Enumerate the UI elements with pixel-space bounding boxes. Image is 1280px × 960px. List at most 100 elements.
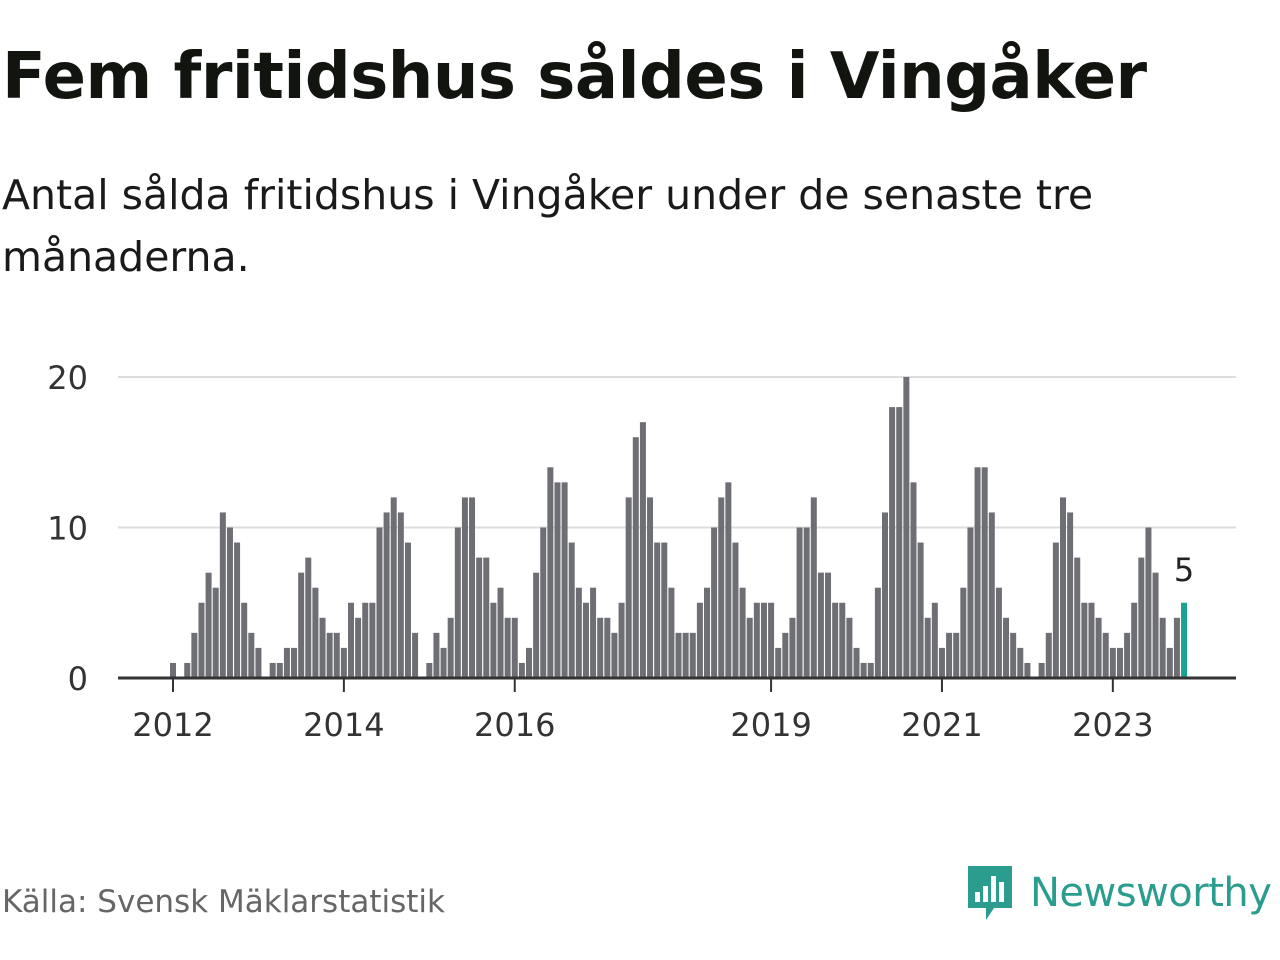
bar (696, 602, 703, 678)
bar (255, 647, 262, 678)
bar-chart: 0 10 20 2012 2014 2016 2019 2021 2023 5 (47, 359, 1236, 744)
bar (226, 527, 233, 678)
bar (1138, 557, 1145, 678)
bar (1152, 572, 1159, 678)
bar (426, 662, 433, 678)
bar (390, 497, 397, 678)
bar (839, 602, 846, 678)
bar (333, 632, 340, 678)
x-tick-label: 2019 (730, 706, 811, 744)
bar (946, 632, 953, 678)
bar (1131, 602, 1138, 678)
bar (298, 572, 305, 678)
bar-chart-speech-bubble-icon (968, 866, 1012, 920)
bar (1088, 602, 1095, 678)
bar (248, 632, 255, 678)
bar (582, 602, 589, 678)
x-tick-label: 2021 (901, 706, 982, 744)
bar (825, 572, 832, 678)
bar (269, 662, 276, 678)
bar (205, 572, 212, 678)
bar (618, 602, 625, 678)
bar (775, 647, 782, 678)
bar (953, 632, 960, 678)
bar (212, 587, 219, 678)
bar (1003, 617, 1010, 678)
bar (1052, 542, 1059, 678)
bar (853, 647, 860, 678)
bar (882, 512, 888, 678)
bar (689, 632, 696, 678)
bar (967, 527, 974, 678)
bar (796, 527, 803, 678)
bar (504, 617, 511, 678)
bar (732, 542, 739, 678)
bar (810, 497, 817, 678)
bar (931, 602, 938, 678)
bar (283, 647, 290, 678)
bar (404, 542, 411, 678)
bar (981, 467, 988, 678)
bar (1145, 527, 1152, 678)
bar (447, 617, 454, 678)
y-tick-label: 0 (68, 660, 88, 698)
bar (1038, 662, 1045, 678)
bar (639, 422, 646, 678)
bar (974, 467, 981, 678)
bar (917, 542, 924, 678)
bar (526, 647, 532, 678)
bar (291, 647, 298, 678)
bar (803, 527, 810, 678)
x-tick-label: 2016 (474, 706, 555, 744)
bar (554, 482, 561, 678)
bar (533, 572, 540, 678)
bar (1173, 617, 1180, 678)
bar (561, 482, 568, 678)
bar (960, 587, 967, 678)
y-tick-label: 10 (47, 510, 88, 548)
bar (568, 542, 575, 678)
bar (305, 557, 312, 678)
bar (1074, 557, 1081, 678)
bar (988, 512, 995, 678)
y-tick-label: 20 (47, 359, 88, 397)
bar (789, 617, 796, 678)
bar (461, 497, 468, 678)
bar (647, 497, 654, 678)
bar (440, 647, 447, 678)
bar (355, 617, 362, 678)
bar (1166, 647, 1173, 678)
bar (711, 527, 718, 678)
bar (483, 557, 490, 678)
bar (746, 617, 753, 678)
bar (184, 662, 191, 678)
page-subtitle: Antal sålda fritidshus i Vingåker under … (2, 171, 1094, 281)
brand-name: Newsworthy (1030, 870, 1272, 916)
bar (376, 527, 383, 678)
x-tick-label: 2012 (132, 706, 213, 744)
bar (718, 497, 725, 678)
bar (682, 632, 689, 678)
x-tick-label: 2014 (303, 706, 384, 744)
bar (433, 632, 440, 678)
bar (454, 527, 461, 678)
bar (860, 662, 867, 678)
bar (348, 602, 354, 678)
bar (198, 602, 205, 678)
bar (276, 662, 283, 678)
bar (1017, 647, 1024, 678)
bar (910, 482, 917, 678)
bar (1116, 647, 1123, 678)
bar (170, 662, 176, 678)
bar (874, 587, 881, 678)
bar (397, 512, 404, 678)
bar (896, 407, 903, 678)
highlight-value-label: 5 (1174, 551, 1194, 589)
bar (497, 587, 504, 678)
bar (362, 602, 369, 678)
bar (319, 617, 326, 678)
bar (540, 527, 547, 678)
bar (889, 407, 896, 678)
bar (575, 587, 582, 678)
bar (383, 512, 390, 678)
